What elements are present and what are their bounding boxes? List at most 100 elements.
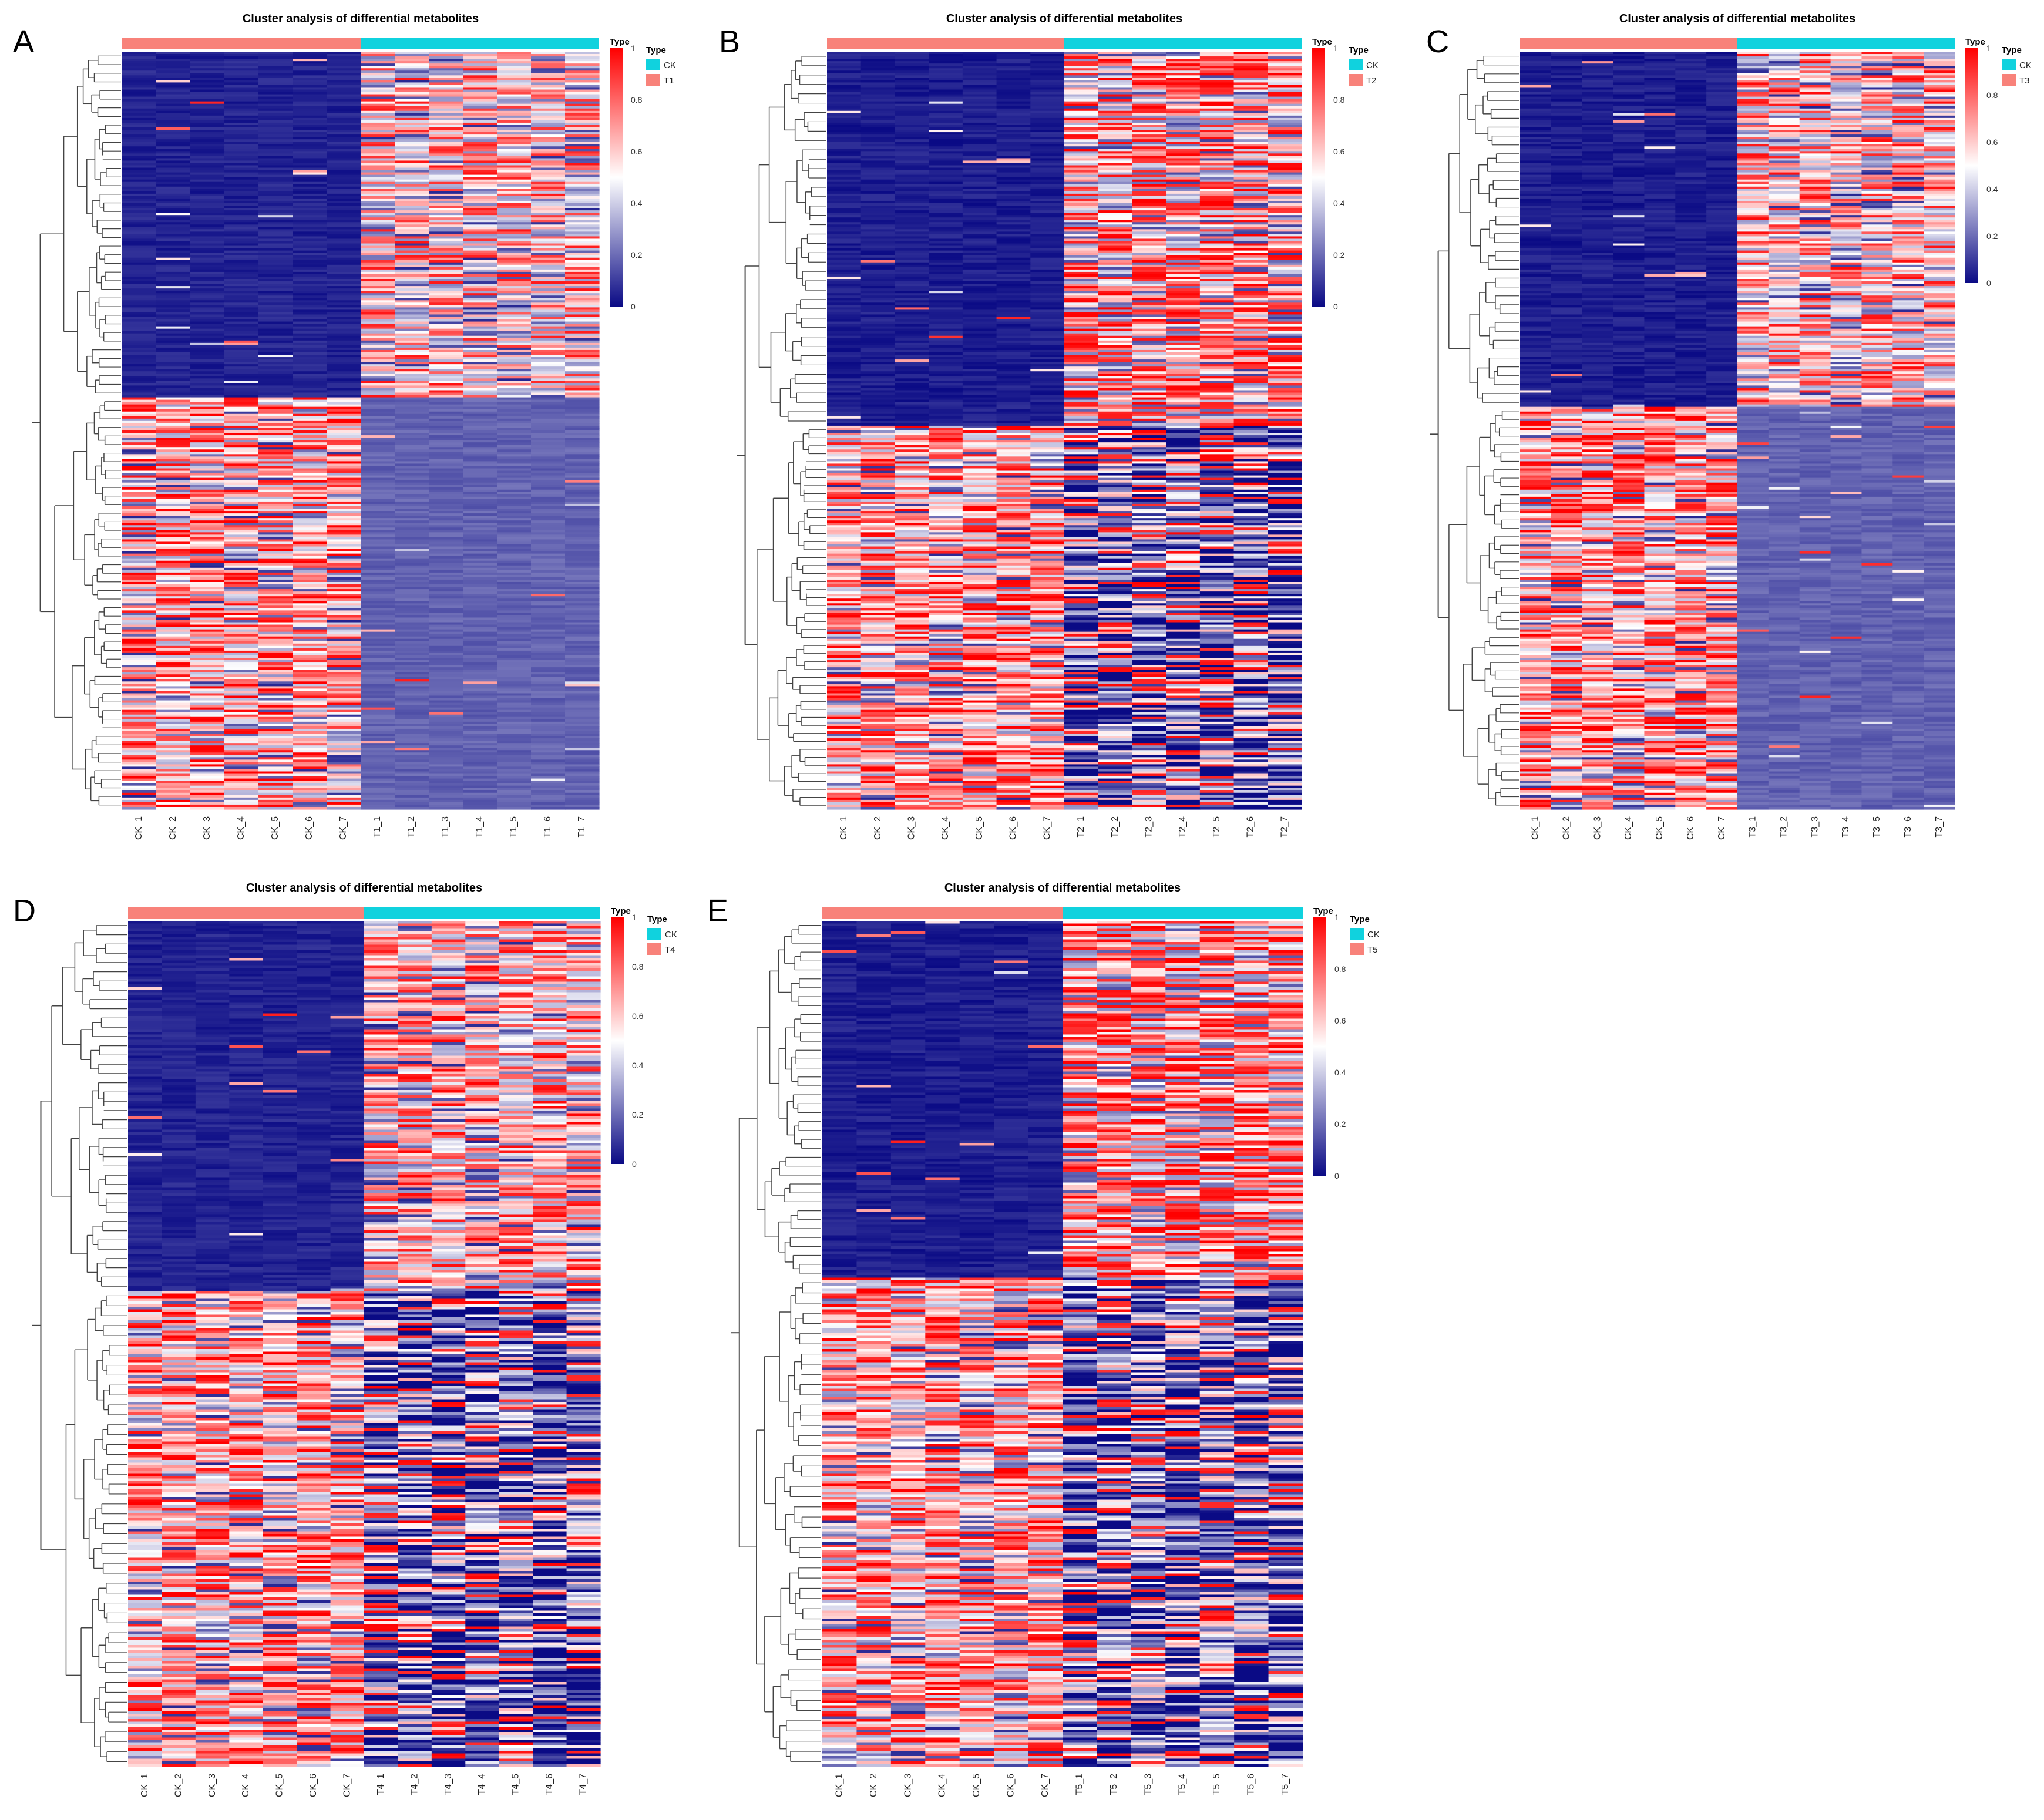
heatmap-cell (565, 480, 600, 483)
heatmap-cell (258, 85, 293, 88)
heatmap-cell (395, 516, 429, 519)
heatmap-cell (156, 648, 191, 651)
heatmap-cell (395, 284, 429, 287)
heatmap-cell (463, 532, 497, 535)
heatmap-cell (395, 61, 429, 64)
heatmap-cell (565, 560, 600, 564)
heatmap-cell (156, 106, 191, 109)
heatmap-cell (429, 224, 463, 227)
heatmap-cell (258, 300, 293, 303)
heatmap-cell (531, 404, 566, 408)
heatmap-cell (1268, 61, 1302, 64)
heatmap-cell (361, 75, 395, 78)
heatmap-cell (361, 174, 395, 178)
heatmap-cell (224, 634, 259, 637)
heatmap-cell (497, 530, 532, 533)
heatmap-cell (156, 250, 191, 254)
heatmap-cell (1199, 80, 1235, 83)
heatmap-cell (361, 248, 395, 251)
heatmap-cell (293, 530, 327, 533)
heatmap-cell (531, 125, 566, 128)
heatmap-cell (361, 530, 395, 533)
heatmap-cell (463, 250, 497, 254)
heatmap-cell (395, 494, 429, 497)
heatmap-cell (122, 274, 157, 277)
heatmap-cell (395, 229, 429, 232)
heatmap-cell (361, 130, 395, 133)
heatmap-cell (429, 785, 463, 789)
group-bar-ck (827, 38, 1064, 49)
heatmap-cell (463, 420, 497, 424)
heatmap-cell (293, 773, 327, 777)
heatmap-cell (531, 594, 566, 597)
heatmap-cell (463, 172, 497, 176)
heatmap-cell (156, 279, 191, 282)
heatmap-cell (395, 167, 429, 171)
heatmap-cell (395, 269, 429, 273)
heatmap-cell (497, 503, 532, 507)
heatmap-cell (1199, 54, 1235, 57)
heatmap-cell (361, 470, 395, 474)
heatmap-cell (190, 650, 225, 654)
heatmap-cell (463, 357, 497, 360)
heatmap-cell (531, 440, 566, 443)
heatmap-cell (327, 85, 361, 88)
heatmap-cell (258, 357, 293, 360)
heatmap-cell (258, 349, 293, 353)
heatmap-cell (361, 655, 395, 658)
heatmap-cell (224, 172, 259, 176)
heatmap-cell (463, 494, 497, 497)
heatmap-cell (190, 122, 225, 126)
heatmap-cell (531, 179, 566, 183)
heatmap-cell (224, 260, 259, 263)
heatmap-cell (497, 153, 532, 156)
heatmap-cell (395, 73, 429, 76)
heatmap-cell (327, 352, 361, 355)
heatmap-cell (293, 797, 327, 800)
panel-letter: B (719, 23, 740, 60)
heatmap-cell (224, 217, 259, 220)
heatmap-cell (429, 525, 463, 528)
heatmap-cell (429, 149, 463, 152)
heatmap-cell (395, 734, 429, 736)
heatmap-cell (565, 146, 600, 149)
heatmap-cell (860, 73, 896, 76)
heatmap-cell (224, 662, 259, 665)
heatmap-cell (224, 499, 259, 502)
heatmap-cell (224, 430, 259, 433)
heatmap-cell (361, 144, 395, 147)
heatmap-cell (429, 122, 463, 126)
heatmap-cell (361, 177, 395, 180)
heatmap-cell (531, 433, 566, 436)
heatmap-cell (122, 440, 157, 443)
heatmap-cell (224, 96, 259, 100)
heatmap-cell (361, 741, 395, 744)
heatmap-cell (190, 489, 225, 493)
heatmap-cell (224, 530, 259, 533)
heatmap-cell (156, 558, 191, 561)
heatmap-cell (122, 243, 157, 247)
heatmap-cell (224, 799, 259, 803)
heatmap-cell (327, 594, 361, 597)
heatmap-cell (429, 622, 463, 625)
heatmap-cell (531, 485, 566, 488)
heatmap-cell (122, 78, 157, 80)
heatmap-cell (463, 257, 497, 261)
heatmap-cell (429, 645, 463, 649)
heatmap-cell (463, 52, 497, 55)
heatmap-cell (258, 184, 293, 187)
heatmap-cell (224, 435, 259, 438)
heatmap-cell (531, 489, 566, 493)
heatmap-cell (361, 149, 395, 152)
heatmap-cell (327, 567, 361, 571)
heatmap-cell (463, 714, 497, 718)
heatmap-cell (565, 556, 600, 559)
heatmap-cell (293, 721, 327, 725)
heatmap-cell (497, 392, 532, 396)
scale-tick-label: 0.8 (631, 95, 643, 105)
heatmap-cell (565, 208, 600, 211)
heatmap-cell (361, 137, 395, 140)
heatmap-cell (497, 695, 532, 699)
heatmap-cell (395, 125, 429, 128)
heatmap-cell (565, 721, 600, 725)
